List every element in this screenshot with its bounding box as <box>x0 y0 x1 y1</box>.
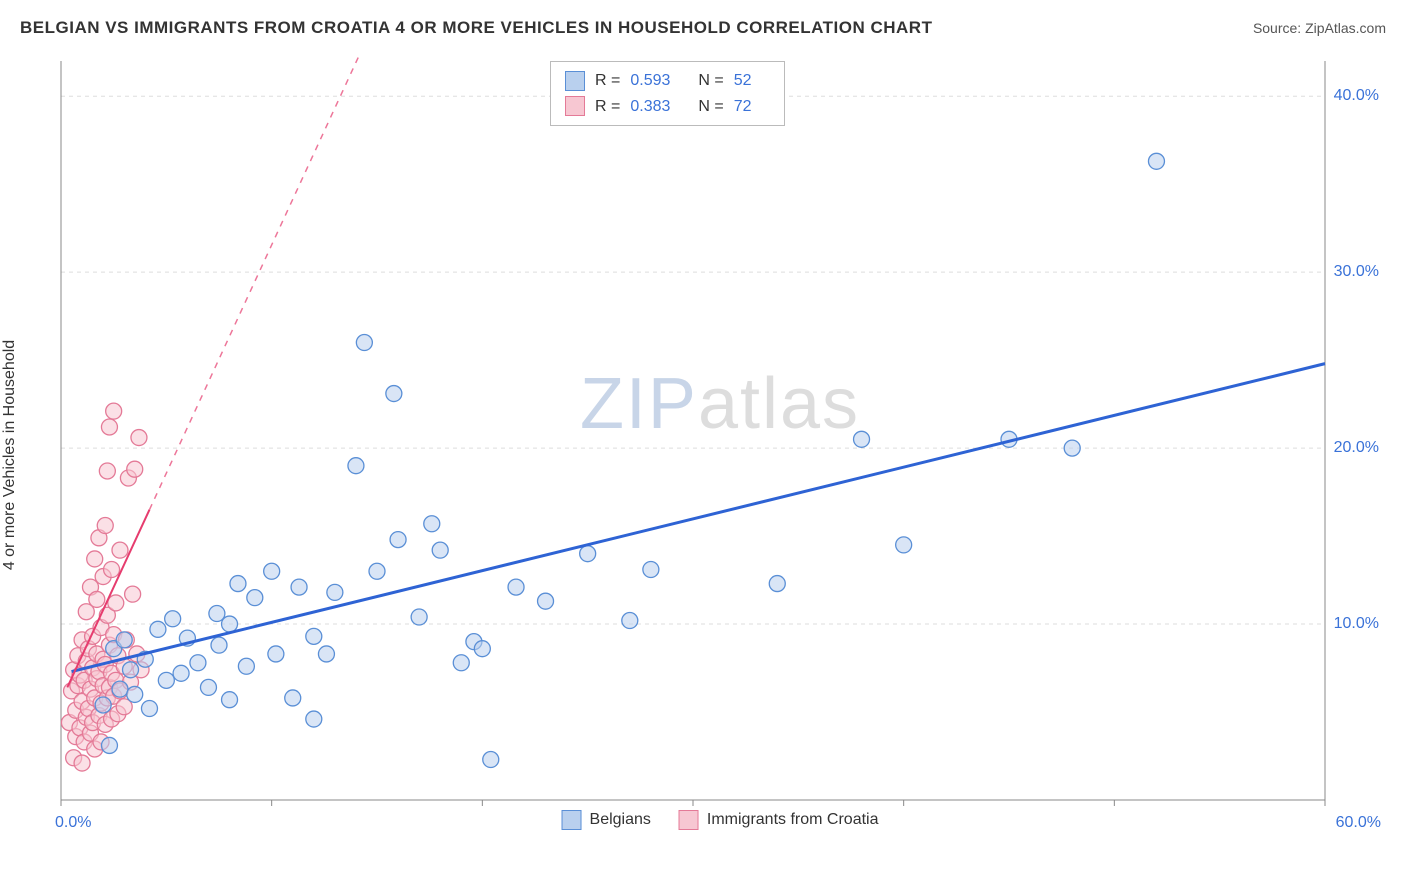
y-tick-label: 30.0% <box>1334 263 1379 281</box>
scatter-plot: ZIPatlas R = 0.593 N = 52 R = 0.383 N = … <box>55 55 1385 830</box>
swatch-belgians-bottom <box>562 810 582 830</box>
chart-title: BELGIAN VS IMMIGRANTS FROM CROATIA 4 OR … <box>20 18 932 38</box>
swatch-croatia <box>565 96 585 116</box>
x-axis-min-label: 0.0% <box>55 814 91 832</box>
corr-row-croatia: R = 0.383 N = 72 <box>565 94 770 120</box>
r-label: R = <box>595 68 620 94</box>
legend-item-croatia: Immigrants from Croatia <box>679 810 879 830</box>
r-value-croatia: 0.383 <box>630 94 670 120</box>
n-value-belgians: 52 <box>734 68 752 94</box>
legend-item-belgians: Belgians <box>562 810 651 830</box>
swatch-croatia-bottom <box>679 810 699 830</box>
r-value-belgians: 0.593 <box>630 68 670 94</box>
y-tick-label: 10.0% <box>1334 615 1379 633</box>
plot-svg <box>55 55 1385 830</box>
n-label: N = <box>698 94 723 120</box>
x-axis-max-label: 60.0% <box>1336 814 1381 832</box>
r-label: R = <box>595 94 620 120</box>
n-label: N = <box>698 68 723 94</box>
correlation-legend: R = 0.593 N = 52 R = 0.383 N = 72 <box>550 61 785 126</box>
y-tick-label: 40.0% <box>1334 87 1379 105</box>
legend-label-croatia: Immigrants from Croatia <box>707 811 879 829</box>
swatch-belgians <box>565 71 585 91</box>
y-axis-label: 4 or more Vehicles in Household <box>1 340 19 570</box>
series-legend: Belgians Immigrants from Croatia <box>562 810 879 830</box>
corr-row-belgians: R = 0.593 N = 52 <box>565 68 770 94</box>
source-attribution: Source: ZipAtlas.com <box>1253 20 1386 36</box>
legend-label-belgians: Belgians <box>590 811 651 829</box>
y-tick-label: 20.0% <box>1334 439 1379 457</box>
n-value-croatia: 72 <box>734 94 752 120</box>
